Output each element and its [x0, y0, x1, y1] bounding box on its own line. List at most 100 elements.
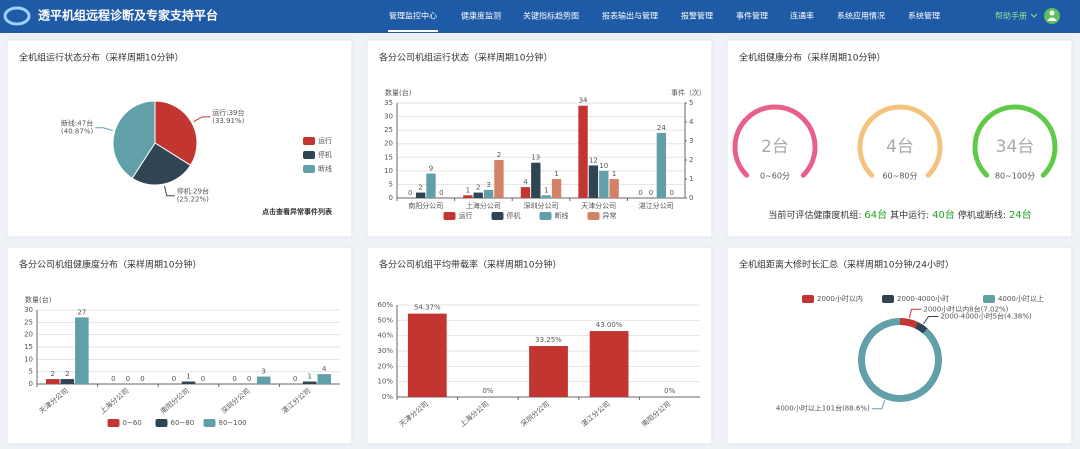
legend-label: 停机 [507, 211, 521, 220]
nav-item[interactable]: 系统应用情况 [837, 11, 885, 21]
slice-percent: (25.22%) [177, 196, 209, 204]
legend-label: 60~80 [171, 419, 195, 427]
legend-swatch [587, 212, 600, 220]
bar [60, 379, 75, 384]
y2-axis-label: 事件（次） [671, 88, 706, 97]
help-link[interactable]: 帮助手册 [995, 11, 1027, 21]
leader-line [164, 185, 175, 197]
nav-item[interactable]: 报表输出与管理 [602, 11, 658, 21]
summary-part: 64台 [864, 208, 887, 221]
bar [302, 381, 317, 384]
nav-item[interactable]: 报警管理 [681, 11, 713, 21]
bar [45, 379, 60, 384]
bar [656, 132, 667, 198]
bar [181, 381, 196, 384]
summary-part: 当前可评估健康度机组: [768, 209, 861, 221]
nav-item[interactable]: 关键指标趋势图 [523, 11, 579, 21]
panel-title: 全机组运行状态分布（采样周期10分钟） [19, 52, 183, 64]
pie-slice[interactable] [131, 142, 192, 186]
bar-value-label: 12 [589, 156, 598, 164]
panel [726, 39, 1073, 238]
bar [599, 170, 609, 198]
bar [473, 192, 483, 198]
y-tick-label: 15 [24, 343, 33, 351]
user-avatar[interactable] [1044, 8, 1060, 24]
nav-item[interactable]: 系统管理 [908, 11, 940, 21]
gauge-value: 2台 [761, 137, 789, 157]
gauge-arc [972, 104, 1058, 178]
x-tick-label: 湛江分公司 [639, 201, 674, 210]
bar-value-label: 1 [307, 373, 311, 381]
y-tick-label: 5 [29, 368, 33, 376]
slice-label: 2000-4000小时5台(4.38%) [940, 311, 1032, 320]
bar [415, 192, 426, 198]
bar-value-label: 4 [322, 365, 327, 373]
x-tick-label: 上海分公司 [466, 201, 501, 210]
bar [541, 195, 551, 198]
panel-title: 全机组距离大修时长汇总（采样周期10分钟/24小时） [739, 259, 954, 271]
y-tick-label: 10 [24, 355, 33, 363]
legend-swatch [303, 151, 315, 159]
header-bar [0, 0, 1080, 33]
legend-swatch [303, 137, 315, 145]
y-tick-label: 30 [24, 306, 33, 314]
bar-value-label: 2 [418, 184, 422, 192]
slice-label: 2000小时以内8台(7.02%) [923, 304, 1008, 313]
slice-percent: (33.91%) [212, 117, 244, 125]
y-tick-label: 10% [377, 378, 393, 386]
app-title: 透平机组远程诊断及专家支持平台 [38, 8, 218, 23]
gauge-arc [732, 104, 818, 178]
gauge-range: 80~100分 [995, 172, 1035, 181]
user-icon [1047, 17, 1057, 21]
logo [3, 6, 31, 26]
bar-value-label: 13 [531, 154, 540, 162]
y2-tick-label: 1 [689, 175, 693, 183]
slice-label: 4000小时以上101台(88.6%) [776, 404, 870, 413]
bar-value-label: 4 [523, 178, 528, 186]
panel [6, 246, 353, 445]
y-axis-label: 数量(台) [385, 88, 412, 97]
y-tick-label: 10 [384, 167, 393, 175]
leader-line [923, 315, 939, 325]
legend-label: 2000-4000小时 [897, 294, 949, 303]
donut-slice[interactable] [914, 322, 928, 334]
events-link[interactable]: 点击查看异常事件列表 [262, 207, 333, 216]
y2-tick-label: 3 [689, 137, 693, 145]
nav-item[interactable]: 事件管理 [736, 11, 768, 21]
nav-item[interactable]: 健康度监测 [461, 11, 501, 21]
gauge-value: 34台 [996, 137, 1035, 157]
panel-title: 全机组健康分布（采样周期10分钟） [739, 52, 885, 64]
legend-label: 80~100 [219, 419, 247, 427]
leader-line [871, 400, 886, 410]
bar-value-label: 0 [247, 375, 251, 383]
bar-value-label: 1 [544, 186, 548, 194]
y2-tick-label: 0 [689, 194, 693, 202]
bar-value-label: 0 [439, 189, 443, 197]
bar-value-label: 1 [466, 186, 470, 194]
bar-value-label: 0 [649, 189, 653, 197]
y-tick-label: 30 [384, 113, 393, 121]
pie-slice[interactable] [112, 100, 156, 179]
slice-label: 运行:39台 [212, 108, 244, 117]
bar-value-label: 0 [172, 375, 176, 383]
y-tick-label: 50% [377, 316, 393, 324]
bar [75, 317, 89, 384]
donut-slice[interactable] [900, 318, 918, 329]
y-tick-label: 0 [29, 380, 33, 388]
nav-item[interactable]: 连通率 [790, 11, 814, 21]
bar-value-label: 0 [670, 189, 674, 197]
user-icon [1049, 10, 1055, 16]
legend-swatch [802, 295, 814, 303]
slice-label: 停机:29台 [177, 187, 209, 196]
y-tick-label: 20% [377, 362, 393, 370]
leader-line [95, 127, 113, 132]
bar-value-label: 27 [77, 308, 86, 316]
nav-item[interactable]: 管理监控中心 [389, 11, 437, 21]
legend-swatch [443, 212, 456, 220]
legend-label: 运行 [318, 136, 332, 145]
bar [520, 187, 531, 198]
help-caret [1030, 13, 1038, 18]
bar-value-label: 0 [232, 375, 236, 383]
bar-value-label: 2 [497, 151, 501, 159]
